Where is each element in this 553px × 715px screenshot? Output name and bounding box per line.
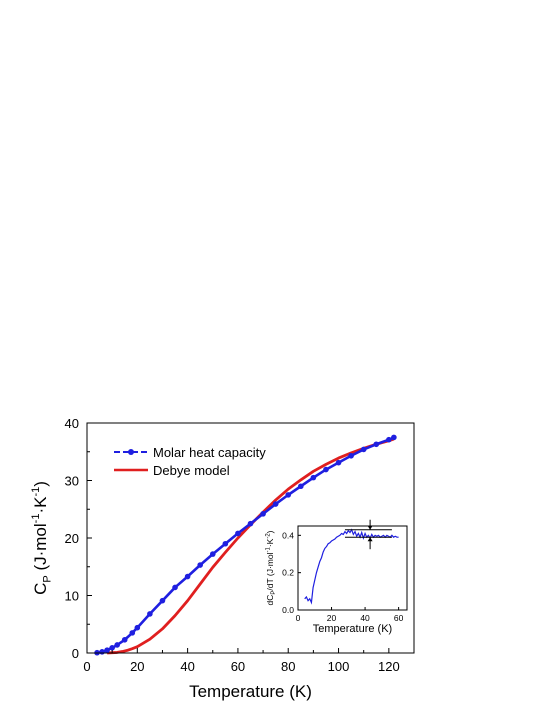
y-axis-label-exp1: -1 xyxy=(30,514,42,524)
y-axis-label: CP (J·mol-1·K-1) xyxy=(30,481,53,595)
series-molar-heat-capacity-point xyxy=(386,436,392,443)
inset-y-axis-label-sub: P xyxy=(271,591,277,595)
legend: Molar heat capacity Debye model xyxy=(114,445,266,478)
series-molar-heat-capacity-point xyxy=(222,540,229,547)
series-molar-heat-capacity-point xyxy=(360,446,367,453)
series-molar-heat-capacity-point xyxy=(134,624,141,631)
inset-arrow-up-head xyxy=(367,537,373,542)
series-molar-heat-capacity-point xyxy=(99,649,105,655)
series-molar-heat-capacity-point xyxy=(348,452,354,459)
y-axis-label-mid: ·K xyxy=(31,496,50,514)
series-molar-heat-capacity-point xyxy=(272,501,279,507)
inset-x-tick-label: 60 xyxy=(394,613,404,623)
inset-y-axis-label-main: dC xyxy=(265,595,275,606)
x-tick-label: 120 xyxy=(378,659,400,674)
inset-x-axis-label: Temperature (K) xyxy=(313,623,392,635)
x-axis-label: Temperature (K) xyxy=(189,682,312,701)
series-molar-heat-capacity-point xyxy=(197,562,203,568)
inset-frame xyxy=(297,525,408,611)
series-molar-heat-capacity-point xyxy=(310,474,317,481)
series-molar-heat-capacity-point xyxy=(104,647,110,653)
x-tick-label: 60 xyxy=(231,659,245,674)
series-molar-heat-capacity-point xyxy=(114,642,120,648)
y-axis-label-sub: P xyxy=(41,575,53,582)
series-molar-heat-capacity-point xyxy=(373,441,380,448)
inset-y-axis-label: dCP/dT (J·mol-1·K-2) xyxy=(265,530,277,605)
y-axis-label-exp2: -1 xyxy=(30,487,42,497)
series-molar-heat-capacity-point xyxy=(184,573,191,580)
series-molar-heat-capacity-point xyxy=(235,530,241,537)
series-molar-heat-capacity-point xyxy=(285,492,292,498)
x-tick-label: 100 xyxy=(328,659,350,674)
inset-x-tick-label: 0 xyxy=(296,613,301,623)
series-molar-heat-capacity-point xyxy=(121,636,128,643)
y-axis-label-main: C xyxy=(31,583,50,595)
x-tick-label: 0 xyxy=(83,659,90,674)
series-molar-heat-capacity-point xyxy=(335,459,342,466)
x-tick-label: 80 xyxy=(281,659,295,674)
series-molar-heat-capacity-point xyxy=(260,511,266,517)
y-axis-label-rest: (J·mol xyxy=(31,523,50,575)
series-molar-heat-capacity-point xyxy=(172,584,178,591)
y-tick-label: 30 xyxy=(65,474,79,489)
inset-y-tick-label: 0.0 xyxy=(282,605,294,615)
y-tick-label: 20 xyxy=(65,531,79,546)
series-molar-heat-capacity-point xyxy=(247,520,254,527)
series-molar-heat-capacity-point xyxy=(147,611,153,617)
y-tick-label: 0 xyxy=(72,646,79,661)
series-molar-heat-capacity-point xyxy=(209,551,216,557)
inset-x-tick-label: 20 xyxy=(327,613,337,623)
series-molar-heat-capacity-point xyxy=(298,483,304,490)
inset-x-tick-label: 40 xyxy=(360,613,370,623)
y-tick-label: 10 xyxy=(65,589,79,604)
y-axis-label-close: ) xyxy=(31,481,50,487)
inset-y-tick-label: 0.2 xyxy=(282,568,294,578)
x-tick-label: 40 xyxy=(180,659,194,674)
inset-arrow-down-head xyxy=(367,525,373,530)
legend-marker-point xyxy=(128,449,134,455)
series-molar-heat-capacity-point xyxy=(159,597,166,604)
inset-y-axis-label-close: ) xyxy=(265,530,275,533)
y-tick-label: 40 xyxy=(65,416,79,431)
legend-label: Debye model xyxy=(153,463,230,478)
inset-y-axis-label-mid: ·K xyxy=(265,538,275,547)
legend-label: Molar heat capacity xyxy=(153,445,266,460)
series-debye-model-line xyxy=(107,437,395,655)
inset-y-axis-label-exp2: -2 xyxy=(266,533,272,539)
series-molar-heat-capacity-point xyxy=(129,630,136,636)
inset-y-axis-label-rest: /dT (J·mol xyxy=(265,552,275,590)
series-molar-heat-capacity-point xyxy=(323,466,329,473)
series-molar-heat-capacity-point xyxy=(109,645,115,651)
inset-y-tick-label: 0.4 xyxy=(282,530,294,540)
x-tick-label: 20 xyxy=(130,659,144,674)
inset-y-axis-label-exp1: -1 xyxy=(266,547,272,553)
series-molar-heat-capacity-point xyxy=(391,434,397,441)
inset-plot: 0 20 40 60 0.0 0.2 0.4 Temperature (K) dCP/dT (J… xyxy=(265,519,408,635)
